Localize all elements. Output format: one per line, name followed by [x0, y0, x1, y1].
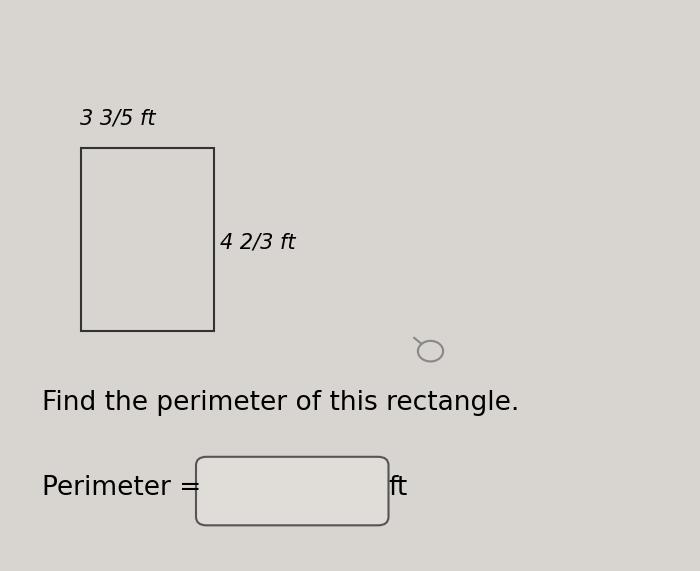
Text: ft: ft — [389, 475, 408, 501]
Bar — [80, 148, 214, 331]
Text: 3 3/5 ft: 3 3/5 ft — [80, 108, 156, 128]
FancyBboxPatch shape — [196, 457, 389, 525]
Text: Find the perimeter of this rectangle.: Find the perimeter of this rectangle. — [42, 389, 519, 416]
Text: Perimeter =: Perimeter = — [42, 475, 202, 501]
Text: 4 2/3 ft: 4 2/3 ft — [220, 232, 296, 253]
